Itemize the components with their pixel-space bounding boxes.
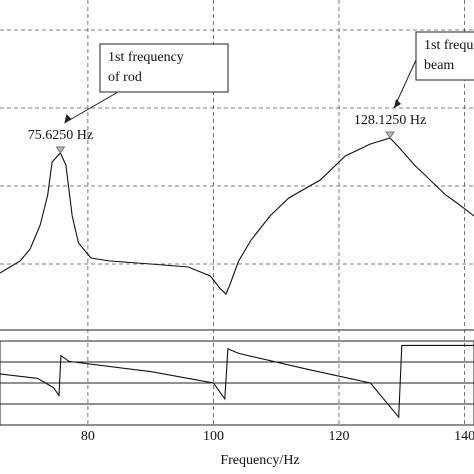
annotation-box xyxy=(415,31,474,81)
annotation-arrow xyxy=(64,91,119,124)
x-tick-label: 80 xyxy=(81,429,95,444)
x-axis-label: Frequency/Hz xyxy=(220,453,299,468)
peak-label: 128.1250 Hz xyxy=(354,113,426,128)
peak-marker xyxy=(385,131,395,139)
annotation-text: beam xyxy=(424,58,454,73)
annotation-text: 1st frequency xyxy=(108,50,184,65)
peak-label: 75.6250 Hz xyxy=(28,128,93,143)
annotation-text: 1st frequency xyxy=(424,38,474,53)
phase-line xyxy=(0,344,474,419)
arrow-head xyxy=(64,114,72,123)
peak-marker xyxy=(55,146,66,154)
arrow-head xyxy=(394,99,402,108)
annotation-box xyxy=(99,43,229,93)
annotation-arrow xyxy=(393,59,417,109)
x-tick-label: 120 xyxy=(329,429,350,444)
phase-frame xyxy=(0,340,474,426)
x-tick-label: 100 xyxy=(203,429,224,444)
x-tick-label: 140 xyxy=(454,429,474,444)
annotation-text: of rod xyxy=(108,70,142,85)
magnitude-line xyxy=(0,137,474,295)
